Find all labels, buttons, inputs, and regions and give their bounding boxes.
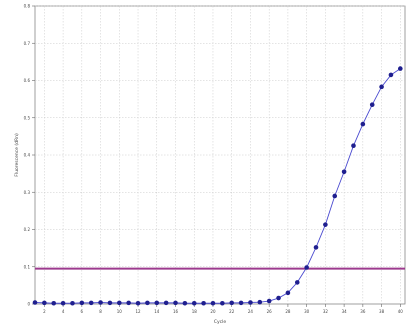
data-point: [173, 300, 178, 306]
x-tick-label: 38: [379, 309, 385, 314]
data-point: [304, 265, 309, 270]
y-tick-label: 0.6: [24, 78, 31, 83]
data-point: [163, 300, 169, 306]
x-tick-label: 4: [62, 309, 65, 314]
data-point: [360, 121, 366, 127]
data-point: [60, 300, 66, 306]
x-tick-label: 28: [285, 309, 291, 314]
plot-area: [34, 5, 406, 305]
data-point: [42, 300, 47, 306]
x-tick-label: 20: [210, 309, 216, 314]
data-point: [351, 143, 356, 148]
y-tick-label: 0.3: [24, 190, 31, 195]
x-tick-label: 8: [99, 309, 102, 314]
data-point: [182, 300, 188, 306]
x-tick-label: 36: [360, 309, 366, 314]
x-axis-title: Cycle: [214, 319, 227, 325]
data-point: [191, 300, 197, 306]
data-point: [266, 298, 272, 304]
data-point: [210, 300, 216, 306]
x-tick-label: 30: [304, 309, 310, 314]
data-point: [276, 295, 281, 301]
data-point: [154, 300, 160, 306]
data-point: [145, 300, 150, 306]
data-point: [229, 300, 235, 306]
data-point: [117, 300, 122, 306]
y-tick-label: 0.2: [24, 227, 31, 232]
data-point: [388, 72, 394, 78]
series-line: [34, 68, 401, 304]
x-tick-label: 24: [248, 309, 254, 314]
x-tick-label: 22: [229, 309, 235, 314]
data-point: [70, 300, 75, 306]
data-point: [257, 299, 263, 305]
data-point: [32, 300, 38, 305]
data-point: [398, 66, 403, 71]
y-tick-label: 0.8: [24, 4, 31, 9]
data-point: [98, 300, 103, 305]
x-tick-label: 10: [117, 309, 123, 314]
y-tick-label: 0.1: [24, 264, 31, 269]
x-tick-label: 16: [173, 309, 179, 314]
data-point: [294, 280, 300, 285]
data-point: [126, 300, 131, 306]
x-tick-label: 2: [43, 309, 46, 314]
data-point: [88, 300, 94, 306]
data-point: [369, 102, 375, 108]
x-tick-label: 40: [398, 309, 404, 314]
x-tick-label: 32: [323, 309, 329, 314]
data-point: [135, 300, 141, 306]
data-point: [107, 300, 113, 306]
y-tick-label: 0.7: [24, 41, 31, 46]
data-point: [332, 193, 338, 199]
x-tick-label: 34: [342, 309, 348, 314]
data-point: [201, 300, 206, 306]
data-point: [79, 300, 85, 306]
data-point: [248, 300, 253, 305]
data-point: [220, 300, 225, 306]
x-tick-label: 26: [267, 309, 273, 314]
y-axis-title: Fluorescence (dRn): [14, 133, 20, 177]
y-tick-label: 0.4: [24, 153, 31, 158]
data-point: [238, 300, 244, 306]
data-point: [379, 84, 384, 90]
y-tick-label: 0.5: [24, 115, 31, 120]
data-point: [285, 290, 291, 296]
x-tick-label: 18: [192, 309, 198, 314]
data-point: [323, 222, 328, 227]
y-tick-label: 0: [27, 302, 30, 307]
series-layer: [32, 66, 403, 306]
data-point: [313, 245, 319, 250]
data-point: [51, 300, 57, 306]
x-tick-label: 12: [135, 309, 141, 314]
x-tick-label: 6: [81, 309, 84, 314]
data-point: [341, 169, 347, 175]
x-tick-label: 14: [154, 309, 160, 314]
